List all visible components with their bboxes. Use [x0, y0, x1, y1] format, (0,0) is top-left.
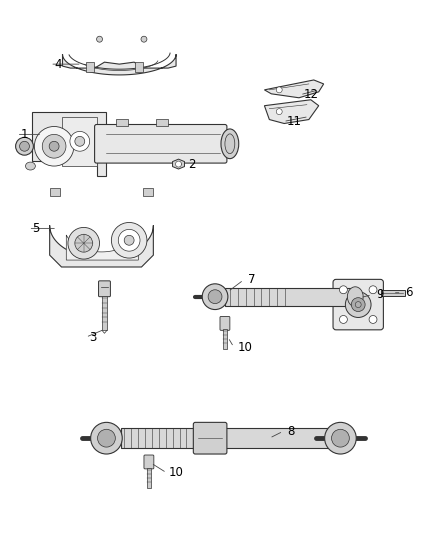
Circle shape: [75, 136, 85, 146]
Circle shape: [98, 429, 115, 447]
Circle shape: [351, 297, 365, 311]
Text: 9: 9: [376, 288, 384, 301]
Text: 2: 2: [188, 158, 196, 171]
Ellipse shape: [347, 287, 363, 306]
Text: 8: 8: [287, 425, 294, 438]
FancyBboxPatch shape: [193, 422, 227, 454]
Bar: [117, 118, 128, 126]
Ellipse shape: [25, 162, 35, 170]
Bar: [62, 117, 96, 166]
Text: 10: 10: [238, 341, 253, 354]
Bar: [144, 188, 153, 196]
Ellipse shape: [225, 134, 235, 154]
Circle shape: [141, 36, 147, 42]
Bar: [223, 329, 227, 349]
Circle shape: [332, 429, 350, 447]
Text: 3: 3: [90, 331, 97, 344]
Polygon shape: [49, 225, 153, 267]
Text: 1: 1: [21, 128, 28, 141]
FancyBboxPatch shape: [99, 281, 110, 297]
Circle shape: [369, 286, 377, 294]
Circle shape: [124, 236, 134, 245]
Bar: [135, 62, 143, 72]
Circle shape: [208, 290, 222, 304]
Bar: [225, 288, 353, 305]
Polygon shape: [32, 111, 106, 176]
Ellipse shape: [20, 141, 29, 151]
Circle shape: [91, 422, 122, 454]
Circle shape: [276, 87, 282, 93]
Circle shape: [369, 316, 377, 324]
Circle shape: [276, 109, 282, 115]
Circle shape: [111, 222, 147, 258]
Circle shape: [355, 302, 361, 308]
Circle shape: [325, 422, 356, 454]
Circle shape: [75, 235, 92, 252]
FancyBboxPatch shape: [144, 455, 154, 469]
Text: 7: 7: [247, 273, 255, 286]
Bar: [49, 188, 60, 196]
Text: 12: 12: [304, 88, 319, 101]
Polygon shape: [66, 230, 138, 260]
Circle shape: [49, 141, 59, 151]
Circle shape: [339, 316, 347, 324]
Circle shape: [68, 228, 99, 259]
Bar: [147, 468, 151, 488]
Bar: [381, 290, 405, 296]
Polygon shape: [173, 159, 184, 169]
Polygon shape: [265, 100, 319, 124]
Bar: [86, 62, 94, 72]
Circle shape: [176, 161, 181, 167]
Text: 11: 11: [287, 115, 302, 128]
Circle shape: [42, 134, 66, 158]
Bar: [156, 118, 168, 126]
Text: 5: 5: [32, 222, 40, 235]
Circle shape: [202, 284, 228, 310]
Circle shape: [346, 292, 371, 318]
Circle shape: [96, 36, 102, 42]
Text: 6: 6: [406, 286, 413, 299]
Text: 10: 10: [169, 466, 184, 479]
Ellipse shape: [221, 129, 239, 159]
Bar: [102, 296, 107, 330]
Circle shape: [118, 229, 140, 251]
Ellipse shape: [16, 138, 33, 155]
Polygon shape: [63, 54, 176, 75]
FancyBboxPatch shape: [333, 279, 383, 330]
FancyBboxPatch shape: [95, 125, 227, 163]
Text: 4: 4: [54, 58, 62, 71]
Polygon shape: [265, 80, 324, 98]
FancyBboxPatch shape: [220, 317, 230, 330]
Circle shape: [70, 132, 90, 151]
Bar: [121, 429, 333, 448]
Circle shape: [34, 126, 74, 166]
Circle shape: [339, 286, 347, 294]
